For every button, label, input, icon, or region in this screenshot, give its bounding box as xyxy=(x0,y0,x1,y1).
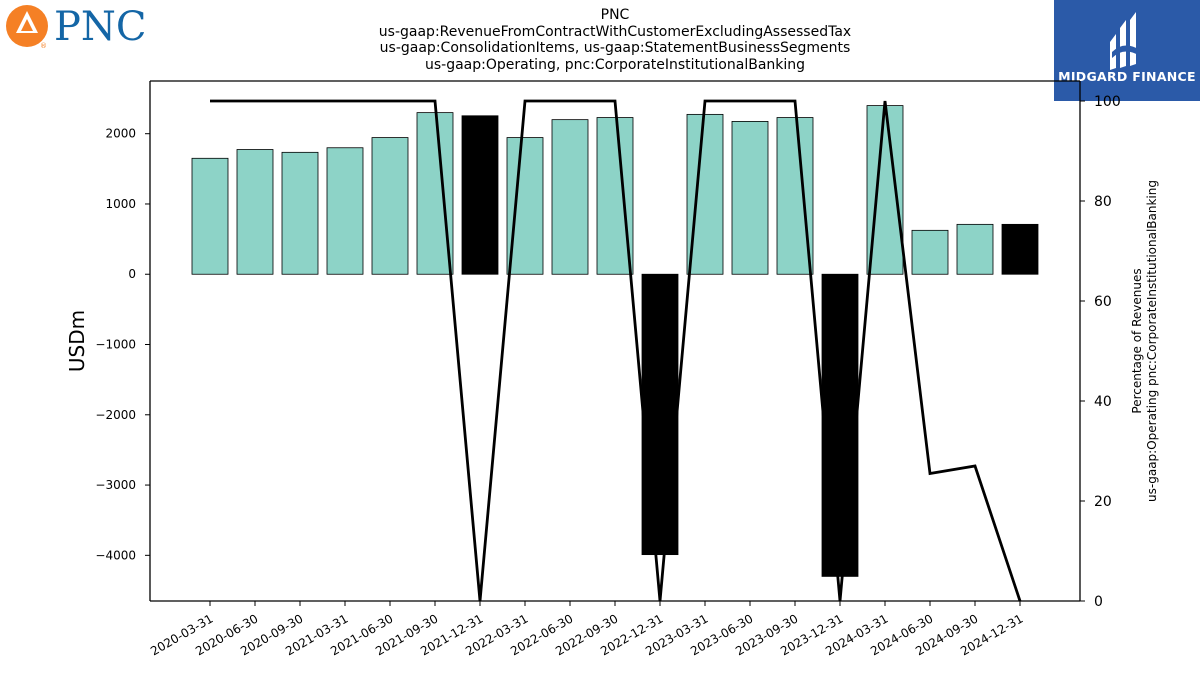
bar xyxy=(236,149,274,275)
bar xyxy=(641,273,679,556)
y-tick-label: −1000 xyxy=(95,338,136,352)
svg-text:®: ® xyxy=(40,42,47,50)
pnc-logo: ® xyxy=(6,5,156,51)
bar xyxy=(506,137,544,275)
chart-title-line-1: PNC xyxy=(600,7,630,23)
bar xyxy=(461,115,499,275)
bar xyxy=(326,147,364,275)
y2-axis-label-line-1: Percentage of Revenues xyxy=(1130,268,1144,413)
pnc-logo-icon: ® xyxy=(6,5,48,50)
chart-title-line-2: us-gaap:RevenueFromContractWithCustomerE… xyxy=(378,23,852,40)
bar xyxy=(821,273,859,577)
chart-title-line-3: us-gaap:ConsolidationItems, us-gaap:Stat… xyxy=(379,40,851,56)
y-axis-label: USDm xyxy=(65,310,89,372)
bar xyxy=(281,151,319,275)
y-tick-label: −2000 xyxy=(95,408,136,422)
y-tick-label: −3000 xyxy=(95,478,136,492)
y2-tick-label: 60 xyxy=(1094,294,1112,310)
bar xyxy=(1001,223,1039,275)
y2-tick-label: 20 xyxy=(1094,494,1112,510)
bar xyxy=(191,157,229,275)
y2-tick-label: 80 xyxy=(1094,194,1112,210)
percentage-line xyxy=(210,99,1022,602)
chart-title-line-4: us-gaap:Operating, pnc:CorporateInstitut… xyxy=(424,56,806,73)
bar xyxy=(956,223,994,275)
bar xyxy=(551,119,589,275)
y2-tick-label: 40 xyxy=(1094,394,1112,410)
bar xyxy=(911,229,949,275)
midgard-logo-icon xyxy=(1110,12,1140,70)
y2-axis-label-line-2: us-gaap:Operating pnc:CorporateInstituti… xyxy=(1145,180,1159,502)
bar xyxy=(731,121,769,275)
y-tick-label: −4000 xyxy=(95,548,136,562)
midgard-finance-watermark: MIDGARD FINANCE xyxy=(1054,0,1200,101)
pnc-logo-text: PNC xyxy=(54,4,147,50)
y2-tick-label: 0 xyxy=(1094,594,1103,610)
y-tick-label: 2000 xyxy=(105,127,136,141)
midgard-finance-text: MIDGARD FINANCE xyxy=(1058,69,1196,84)
y-tick-label: 1000 xyxy=(105,197,136,211)
y2-tick-label: 100 xyxy=(1094,94,1121,110)
bar xyxy=(371,137,409,275)
y-tick-label: 0 xyxy=(128,267,136,281)
